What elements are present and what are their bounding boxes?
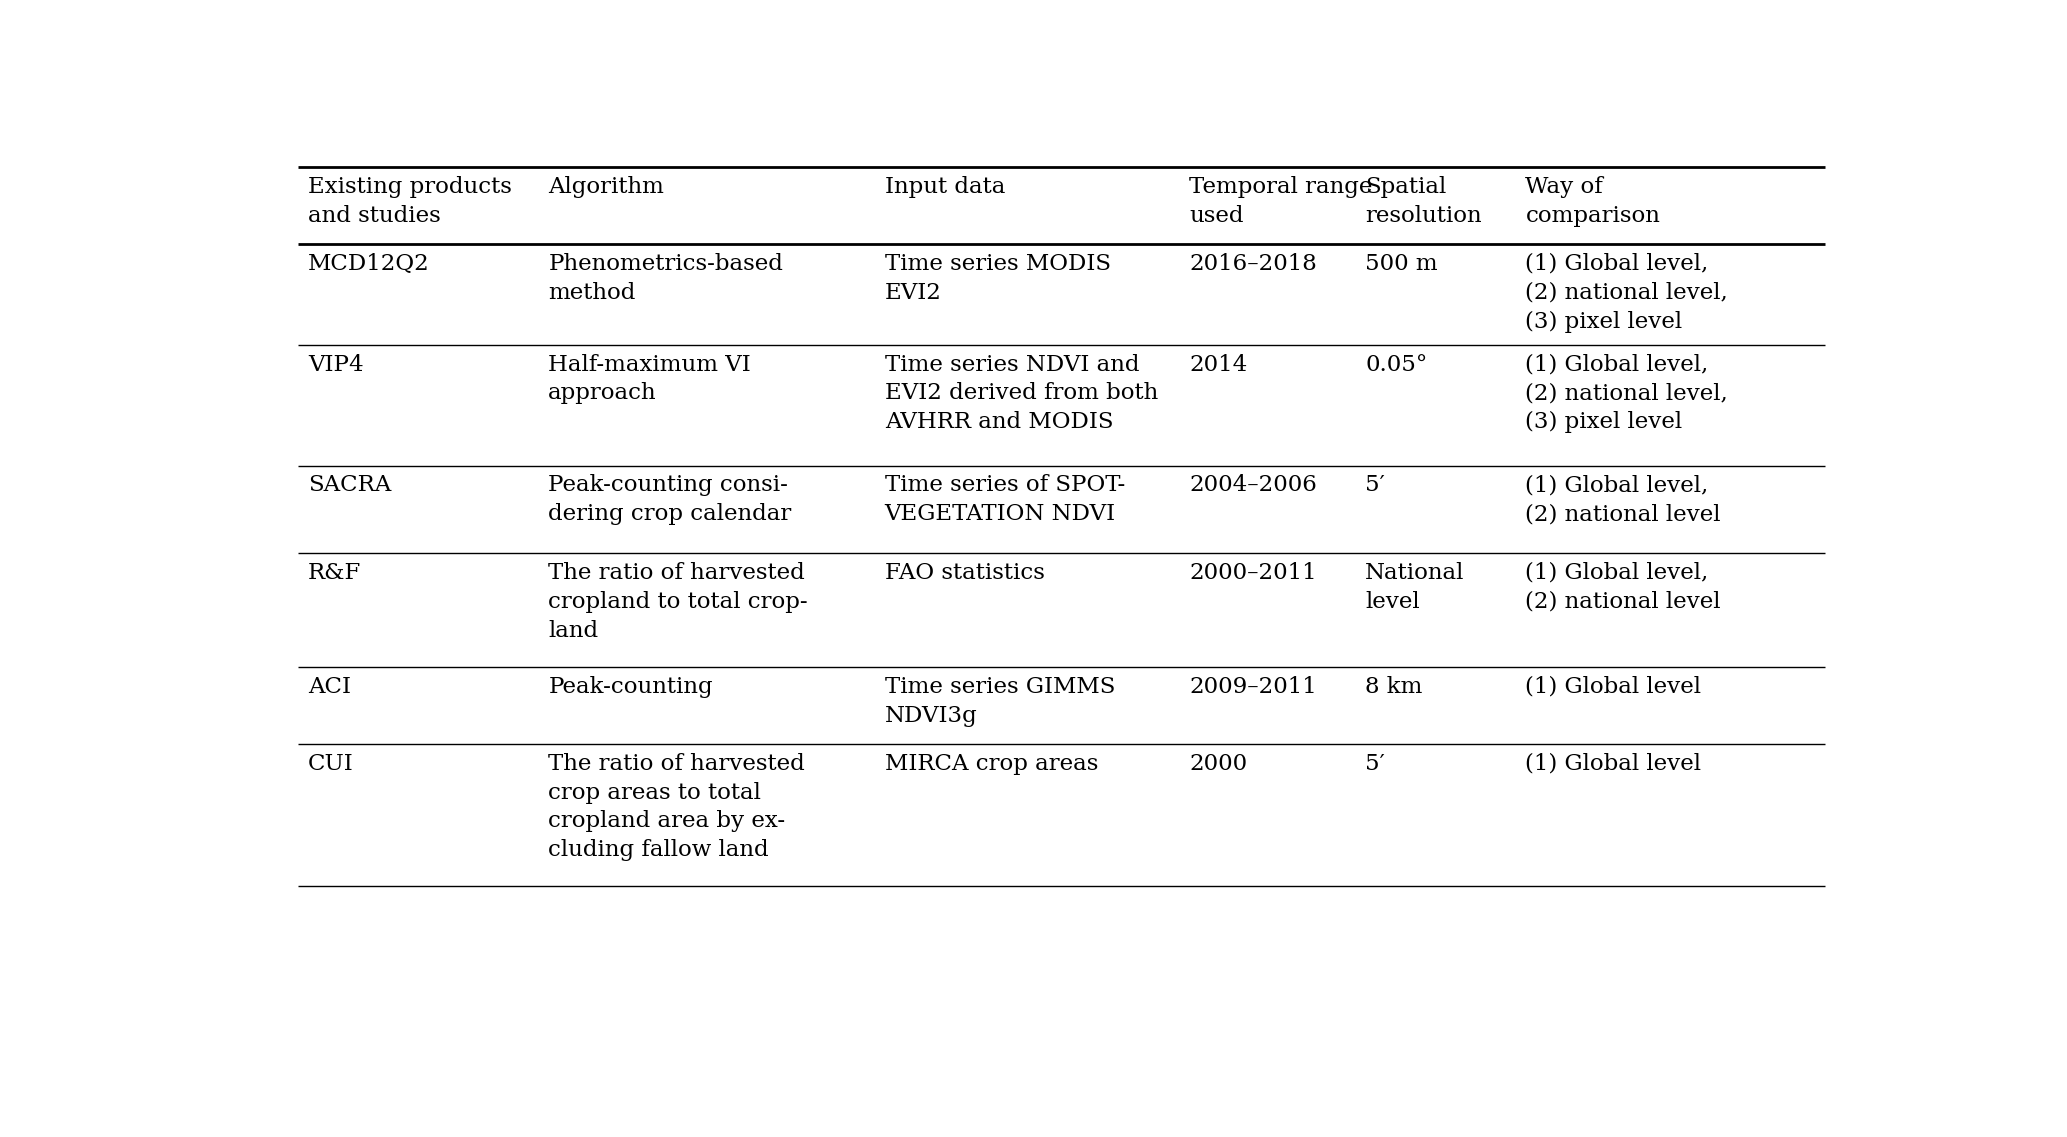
Text: (1) Global level: (1) Global level (1525, 753, 1701, 774)
Text: MCD12Q2: MCD12Q2 (308, 252, 430, 275)
Text: Existing products
and studies: Existing products and studies (308, 176, 513, 226)
Text: (1) Global level,
(2) national level: (1) Global level, (2) national level (1525, 474, 1722, 525)
Text: SACRA: SACRA (308, 474, 391, 497)
Text: (1) Global level,
(2) national level: (1) Global level, (2) national level (1525, 562, 1722, 613)
Text: Phenometrics-based
method: Phenometrics-based method (548, 252, 783, 304)
Text: Time series NDVI and
EVI2 derived from both
AVHRR and MODIS: Time series NDVI and EVI2 derived from b… (885, 354, 1158, 433)
Text: Time series of SPOT-
VEGETATION NDVI: Time series of SPOT- VEGETATION NDVI (885, 474, 1124, 525)
Text: 2004–2006: 2004–2006 (1189, 474, 1317, 497)
Text: ACI: ACI (308, 675, 351, 698)
Text: Temporal range
used: Temporal range used (1189, 176, 1372, 226)
Text: MIRCA crop areas: MIRCA crop areas (885, 753, 1098, 774)
Text: Time series MODIS
EVI2: Time series MODIS EVI2 (885, 252, 1110, 304)
Text: National
level: National level (1366, 562, 1466, 613)
Text: Way of
comparison: Way of comparison (1525, 176, 1660, 226)
Text: Input data: Input data (885, 176, 1005, 198)
Text: 8 km: 8 km (1366, 675, 1422, 698)
Text: 5′: 5′ (1366, 753, 1385, 774)
Text: Algorithm: Algorithm (548, 176, 664, 198)
Text: Spatial
resolution: Spatial resolution (1366, 176, 1482, 226)
Text: R&F: R&F (308, 562, 362, 584)
Text: 2000: 2000 (1189, 753, 1246, 774)
Text: Peak-counting: Peak-counting (548, 675, 713, 698)
Text: 0.05°: 0.05° (1366, 354, 1428, 375)
Text: (1) Global level: (1) Global level (1525, 675, 1701, 698)
Text: CUI: CUI (308, 753, 353, 774)
Text: (1) Global level,
(2) national level,
(3) pixel level: (1) Global level, (2) national level, (3… (1525, 252, 1728, 333)
Text: (1) Global level,
(2) national level,
(3) pixel level: (1) Global level, (2) national level, (3… (1525, 354, 1728, 433)
Text: FAO statistics: FAO statistics (885, 562, 1044, 584)
Text: 2016–2018: 2016–2018 (1189, 252, 1317, 275)
Text: VIP4: VIP4 (308, 354, 364, 375)
Text: 2009–2011: 2009–2011 (1189, 675, 1317, 698)
Text: 500 m: 500 m (1366, 252, 1439, 275)
Text: 5′: 5′ (1366, 474, 1385, 497)
Text: The ratio of harvested
cropland to total crop-
land: The ratio of harvested cropland to total… (548, 562, 808, 641)
Text: The ratio of harvested
crop areas to total
cropland area by ex-
cluding fallow l: The ratio of harvested crop areas to tot… (548, 753, 804, 861)
Text: 2014: 2014 (1189, 354, 1246, 375)
Text: Peak-counting consi-
dering crop calendar: Peak-counting consi- dering crop calenda… (548, 474, 792, 525)
Text: Time series GIMMS
NDVI3g: Time series GIMMS NDVI3g (885, 675, 1114, 727)
Text: 2000–2011: 2000–2011 (1189, 562, 1317, 584)
Text: Half-maximum VI
approach: Half-maximum VI approach (548, 354, 750, 405)
